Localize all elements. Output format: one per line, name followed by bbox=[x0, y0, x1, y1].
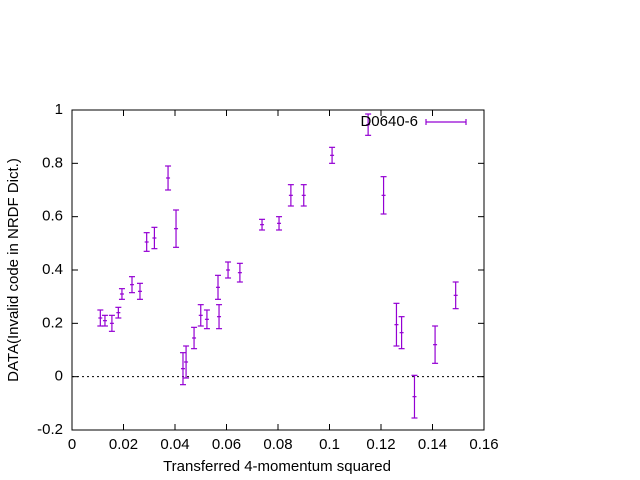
error-bar bbox=[276, 216, 283, 231]
error-bar bbox=[197, 304, 204, 327]
y-axis-label: DATA(Invalid code in NRDF Dict.) bbox=[5, 158, 22, 382]
x-tick-label: 0.1 bbox=[319, 436, 340, 453]
error-bar bbox=[380, 176, 387, 215]
error-bar bbox=[108, 314, 115, 332]
error-bar bbox=[365, 113, 372, 136]
x-tick-label: 0.12 bbox=[366, 436, 395, 453]
error-bar bbox=[393, 302, 400, 347]
y-tick-label: 0.6 bbox=[42, 208, 63, 225]
y-tick-label: 0 bbox=[55, 368, 63, 385]
error-bar bbox=[101, 314, 108, 327]
x-axis-label: Transferred 4-momentum squared bbox=[163, 458, 391, 475]
legend-label: D0640-6 bbox=[360, 113, 418, 130]
y-tick-label: 0.2 bbox=[42, 314, 63, 331]
error-bar bbox=[432, 325, 439, 364]
y-tick-label: -0.2 bbox=[37, 421, 63, 438]
error-bar bbox=[225, 261, 232, 279]
error-bar bbox=[191, 326, 198, 350]
error-bar bbox=[236, 262, 243, 283]
error-bar bbox=[329, 146, 336, 164]
x-tick-label: 0.16 bbox=[469, 436, 498, 453]
error-bar bbox=[115, 306, 122, 319]
error-bar bbox=[179, 352, 186, 386]
error-bar bbox=[143, 232, 150, 252]
x-tick-label: 0 bbox=[68, 436, 76, 453]
y-tick-label: 1 bbox=[55, 101, 63, 118]
x-tick-label: 0.02 bbox=[109, 436, 138, 453]
error-bar bbox=[183, 345, 190, 379]
error-bar bbox=[411, 374, 418, 419]
x-tick-label: 0.04 bbox=[160, 436, 189, 453]
error-bar bbox=[128, 276, 135, 294]
error-bar bbox=[165, 165, 172, 191]
error-bar bbox=[151, 226, 158, 250]
error-bar bbox=[136, 282, 143, 300]
x-tick-label: 0.08 bbox=[263, 436, 292, 453]
error-bar bbox=[173, 209, 180, 248]
error-bar bbox=[259, 218, 266, 231]
error-bar bbox=[203, 309, 210, 330]
error-bar bbox=[452, 281, 459, 310]
error-bar bbox=[118, 288, 125, 300]
error-bar bbox=[215, 274, 222, 300]
error-bar bbox=[287, 184, 294, 207]
y-tick-label: 0.8 bbox=[42, 154, 63, 171]
x-tick-label: 0.06 bbox=[212, 436, 241, 453]
plot-border bbox=[71, 109, 485, 431]
y-tick-label: 0.4 bbox=[42, 261, 63, 278]
error-bar bbox=[300, 184, 307, 207]
x-tick-label: 0.14 bbox=[418, 436, 447, 453]
error-bar bbox=[398, 316, 405, 350]
error-bar bbox=[216, 304, 223, 330]
error-bar bbox=[97, 309, 104, 327]
